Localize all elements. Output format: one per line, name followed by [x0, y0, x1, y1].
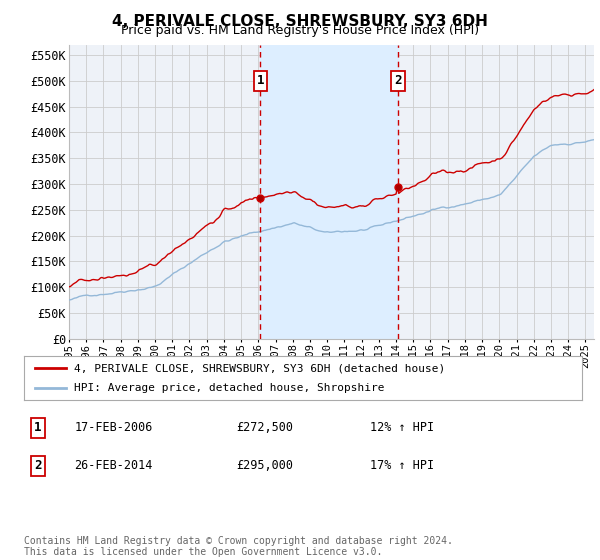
Text: 4, PERIVALE CLOSE, SHREWSBURY, SY3 6DH: 4, PERIVALE CLOSE, SHREWSBURY, SY3 6DH	[112, 14, 488, 29]
Text: Contains HM Land Registry data © Crown copyright and database right 2024.
This d: Contains HM Land Registry data © Crown c…	[24, 535, 453, 557]
Text: 12% ↑ HPI: 12% ↑ HPI	[370, 421, 434, 434]
Text: 2: 2	[34, 459, 42, 472]
Text: 1: 1	[34, 421, 42, 434]
Text: Price paid vs. HM Land Registry's House Price Index (HPI): Price paid vs. HM Land Registry's House …	[121, 24, 479, 36]
Text: £272,500: £272,500	[236, 421, 293, 434]
Text: 26-FEB-2014: 26-FEB-2014	[74, 459, 152, 472]
Bar	[260, 45, 398, 339]
Text: 4, PERIVALE CLOSE, SHREWSBURY, SY3 6DH (detached house): 4, PERIVALE CLOSE, SHREWSBURY, SY3 6DH (…	[74, 363, 445, 373]
Text: 17-FEB-2006: 17-FEB-2006	[74, 421, 152, 434]
Text: HPI: Average price, detached house, Shropshire: HPI: Average price, detached house, Shro…	[74, 383, 385, 393]
Text: £295,000: £295,000	[236, 459, 293, 472]
Text: 17% ↑ HPI: 17% ↑ HPI	[370, 459, 434, 472]
Text: 1: 1	[257, 74, 264, 87]
Text: 2: 2	[394, 74, 402, 87]
